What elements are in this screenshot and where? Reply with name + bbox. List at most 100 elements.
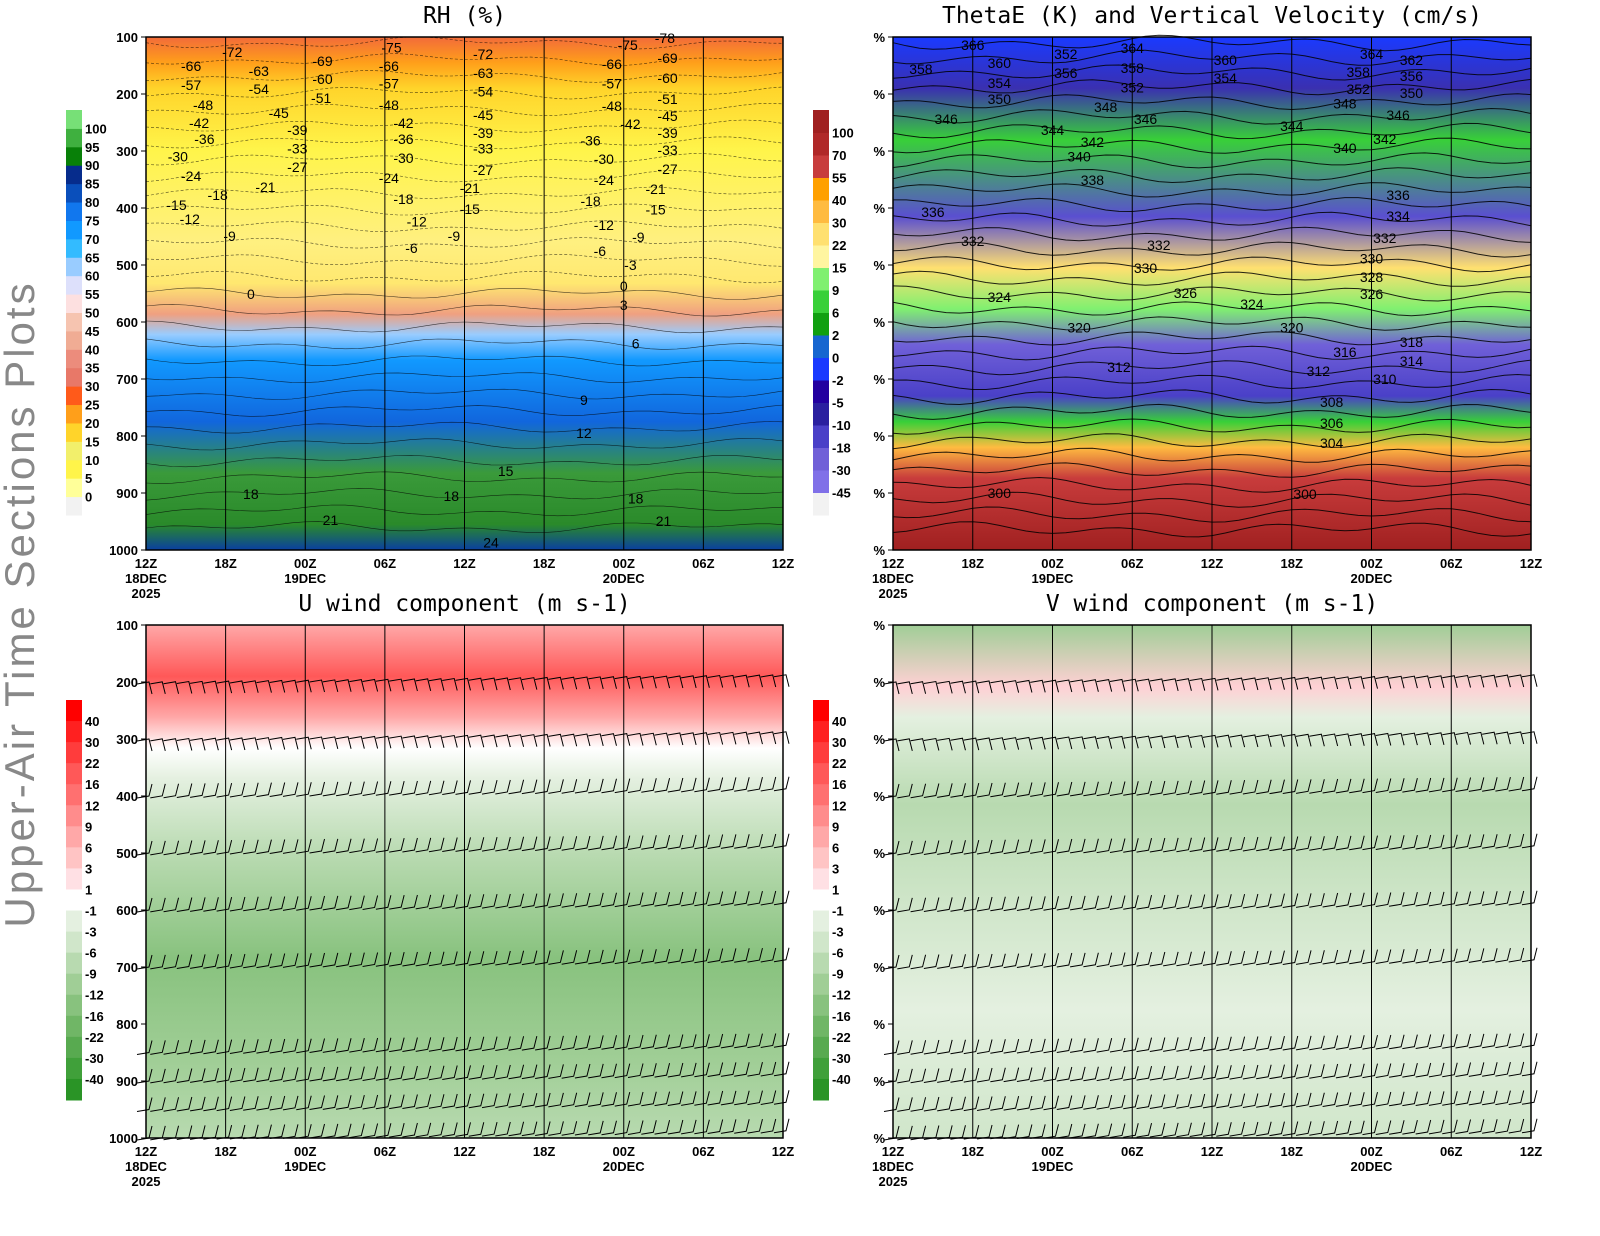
y-tick-label: % xyxy=(873,960,885,975)
wind-barb xyxy=(1468,891,1485,906)
wind-barb xyxy=(1375,949,1392,964)
wind-barb xyxy=(1256,734,1272,747)
wind-barb xyxy=(883,897,900,913)
wind-barb xyxy=(309,1095,326,1111)
wind-barb xyxy=(681,834,697,850)
wind-barb xyxy=(415,735,432,748)
colorbar-swatch xyxy=(66,826,82,848)
wind-barb xyxy=(481,734,498,748)
wind-barb xyxy=(1521,776,1538,792)
colorbar-label: 3 xyxy=(85,861,92,876)
contour-label: -48 xyxy=(379,97,399,113)
colorbar-swatch xyxy=(66,110,82,129)
wind-barb xyxy=(468,951,485,966)
contour-label: 12 xyxy=(576,425,592,441)
wind-barb xyxy=(282,679,299,693)
wind-barb xyxy=(1495,1033,1511,1049)
wind-barb xyxy=(1229,1064,1246,1080)
colorbar-label: 22 xyxy=(832,756,846,771)
wind-barb xyxy=(1056,952,1073,968)
wind-barb xyxy=(402,1065,418,1081)
wind-barb xyxy=(495,893,511,909)
wind-barb xyxy=(1402,732,1418,746)
colorbar-swatch xyxy=(813,994,829,1017)
contour-label: 342 xyxy=(1081,134,1105,150)
wind-barb xyxy=(976,953,993,969)
colorbar-label: 15 xyxy=(832,261,846,276)
wind-barb xyxy=(561,1121,578,1136)
wind-barb xyxy=(1309,1035,1325,1051)
y-tick-label: 200 xyxy=(116,87,138,102)
wind-barb xyxy=(282,782,299,797)
wind-barb xyxy=(1056,1038,1073,1054)
wind-barb xyxy=(335,1123,352,1139)
colorbar-swatch xyxy=(813,910,829,933)
wind-barb xyxy=(1016,1095,1033,1111)
wind-barb xyxy=(1322,1120,1339,1136)
wind-barb xyxy=(216,953,233,969)
wind-barb xyxy=(1442,675,1458,688)
wind-barb xyxy=(601,1035,617,1050)
wind-barb xyxy=(495,1036,511,1051)
wind-barb xyxy=(1189,951,1206,967)
wind-barb xyxy=(1521,674,1538,687)
wind-barb xyxy=(1388,778,1405,793)
wind-barb xyxy=(256,839,272,855)
wind-barb xyxy=(1362,1091,1378,1107)
wind-barb xyxy=(641,1034,657,1050)
contour-label: -30 xyxy=(168,149,188,165)
wind-barb xyxy=(1109,895,1126,910)
colorbar-swatch xyxy=(66,1036,82,1059)
colorbar-swatch xyxy=(66,220,82,240)
wind-barb xyxy=(910,954,927,970)
colorbar-label: 70 xyxy=(85,232,99,247)
colorbar-swatch xyxy=(813,110,829,133)
wind-barb xyxy=(455,894,471,909)
wind-barb xyxy=(176,897,193,913)
wind-barb xyxy=(1415,1091,1432,1106)
wind-barb xyxy=(641,1063,657,1078)
y-tick-label: % xyxy=(873,1074,885,1089)
wind-barb xyxy=(950,680,966,694)
wind-barb xyxy=(229,953,246,969)
wind-barb xyxy=(641,949,657,964)
wind-barb xyxy=(950,1068,966,1083)
contour-label: -57 xyxy=(602,76,622,92)
wind-barb xyxy=(1096,679,1113,692)
wind-barb xyxy=(229,1096,246,1111)
wind-barb xyxy=(883,1097,900,1112)
wind-barb xyxy=(428,780,445,796)
wind-barb xyxy=(1402,675,1418,689)
wind-barb xyxy=(1402,949,1418,964)
wind-barb xyxy=(667,1034,684,1049)
wind-barb xyxy=(415,678,432,691)
wind-barb xyxy=(495,779,511,795)
x-tick-label: 18Z xyxy=(533,556,555,571)
wind-barb xyxy=(1003,1039,1020,1054)
wind-barb xyxy=(1242,1064,1259,1080)
contour-label: 348 xyxy=(1094,99,1118,115)
wind-barb xyxy=(521,1093,538,1108)
wind-barb xyxy=(1428,1034,1445,1049)
wind-barb xyxy=(535,1121,551,1136)
wind-barb xyxy=(548,1035,564,1051)
colorbar-swatch xyxy=(66,496,82,516)
wind-barb xyxy=(521,677,538,690)
wind-barb xyxy=(734,1033,750,1049)
wind-barb xyxy=(1495,731,1511,745)
wind-barb xyxy=(747,1090,763,1106)
wind-barb xyxy=(1043,736,1059,750)
wind-barb xyxy=(760,1118,777,1134)
wind-barb xyxy=(694,675,710,688)
y-tick-label: 400 xyxy=(116,201,138,216)
wind-barb xyxy=(375,735,392,749)
wind-barb xyxy=(1136,678,1153,692)
wind-barb xyxy=(1136,735,1153,749)
wind-barb xyxy=(150,1097,166,1112)
wind-barb xyxy=(1136,895,1153,910)
y-tick-label: % xyxy=(873,258,885,273)
colorbar-swatch xyxy=(813,889,829,912)
colorbar-swatch xyxy=(813,952,829,975)
wind-barb xyxy=(1163,735,1179,748)
y-tick-label: % xyxy=(873,87,885,102)
